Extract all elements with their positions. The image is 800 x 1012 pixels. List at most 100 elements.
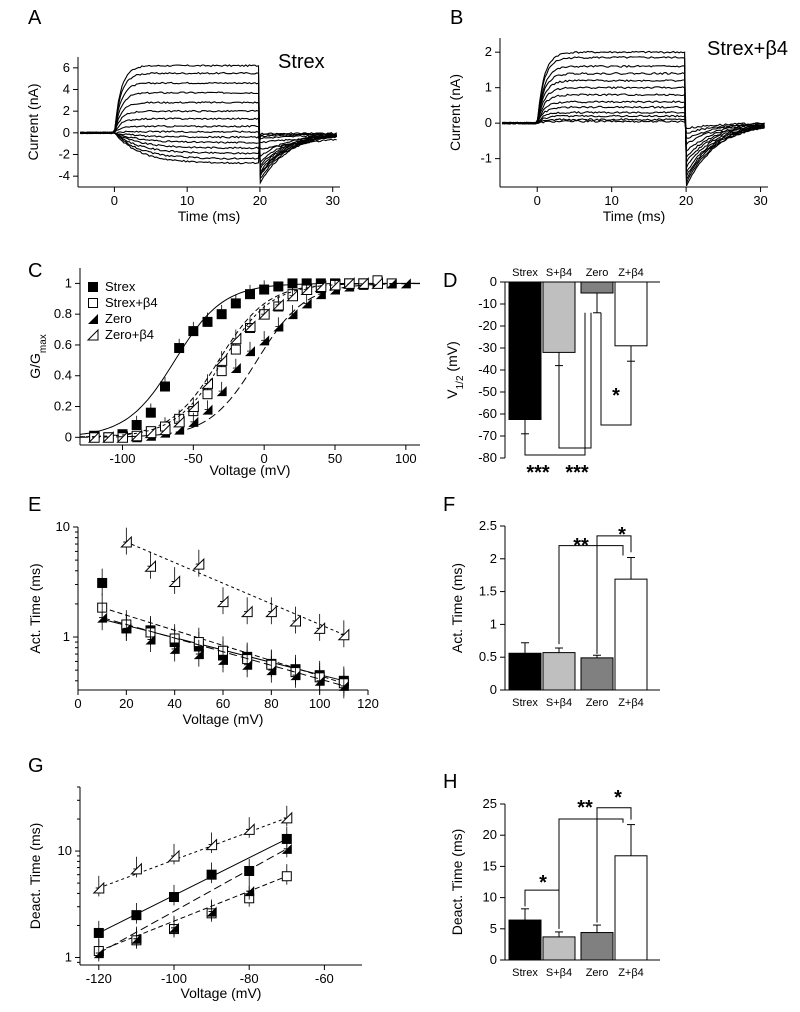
panel-c-point bbox=[357, 277, 369, 289]
panel-a-y-tick-label: 2 bbox=[63, 103, 70, 118]
panel-c-point bbox=[102, 431, 114, 443]
panel-c-x-label: Voltage (mV) bbox=[210, 462, 291, 478]
panel-c-legend-marker bbox=[86, 328, 99, 341]
panel-a-x-tick-label: 20 bbox=[253, 193, 267, 208]
panel-e-point bbox=[240, 605, 253, 618]
panel-c-point bbox=[245, 346, 255, 357]
panel-c-point bbox=[342, 277, 355, 289]
panel-b-trace bbox=[502, 119, 765, 129]
panel-h-sig-label: ** bbox=[577, 797, 593, 819]
panel-b-trace bbox=[501, 105, 765, 153]
panel-c-y-tick-label: 0.8 bbox=[54, 306, 72, 321]
panel-c-point bbox=[287, 309, 298, 320]
panel-g-point bbox=[280, 811, 293, 824]
panel-a-panel-letter: A bbox=[28, 7, 42, 29]
panel-b-trace bbox=[502, 118, 765, 134]
panel-e-point bbox=[97, 612, 108, 623]
panel-g-point bbox=[130, 862, 142, 875]
panel-e-y-tick-label: 1 bbox=[63, 629, 70, 644]
panel-h-y-tick-label: 5 bbox=[490, 921, 497, 936]
panel-g-point bbox=[131, 910, 142, 921]
panel-d-sig-bracket bbox=[524, 312, 586, 456]
panel-h-category-label: Zero bbox=[586, 967, 609, 979]
panel-h-bar-2 bbox=[580, 932, 614, 961]
panel-b-x-tick-label: 10 bbox=[604, 193, 618, 208]
panel-e-x-tick-label: 60 bbox=[216, 696, 230, 711]
panel-g-point bbox=[244, 865, 255, 876]
panel-c-legend-label: Zero+β4 bbox=[105, 327, 154, 342]
panel-c-point bbox=[160, 381, 170, 392]
panel-f-y-tick-label: 1 bbox=[490, 616, 497, 631]
panel-g-point bbox=[205, 838, 218, 851]
panel-f-category-label: Strex bbox=[512, 697, 538, 709]
panel-h-y-tick-label: 20 bbox=[483, 827, 497, 842]
panel-d-bar-2 bbox=[580, 281, 614, 294]
panel-c-point bbox=[216, 309, 227, 320]
panel-c-point bbox=[230, 363, 241, 374]
panel-e-point bbox=[168, 575, 181, 587]
panel-c-point bbox=[202, 389, 213, 400]
panel-e-x-tick-label: 0 bbox=[74, 696, 81, 711]
panel-d-category-label: Zero bbox=[586, 267, 609, 279]
panel-c-point bbox=[229, 332, 242, 345]
panel-a-trace bbox=[80, 131, 337, 155]
panel-c-point bbox=[216, 386, 227, 397]
panel-f-y-label: Act. Time (ms) bbox=[449, 563, 465, 653]
panel-g-point bbox=[242, 823, 255, 835]
panel-g-point bbox=[244, 886, 255, 897]
panel-e-point bbox=[121, 623, 132, 634]
panel-c-x-tick-label: 0 bbox=[261, 451, 268, 466]
panel-c-point bbox=[188, 416, 199, 427]
panel-c-point bbox=[187, 400, 199, 413]
panel-c-fit-2 bbox=[80, 283, 420, 438]
panel-g-y-tick-label: 10 bbox=[58, 843, 72, 858]
panel-d-panel-letter: D bbox=[443, 270, 457, 292]
panel-a-y-tick-label: -4 bbox=[58, 168, 70, 183]
panel-a-y-tick-label: 6 bbox=[63, 60, 70, 75]
panel-d-y-tick-label: -60 bbox=[478, 406, 497, 421]
panel-d-y-tick-label: -80 bbox=[478, 450, 497, 465]
panel-b-x-tick-label: 30 bbox=[753, 193, 767, 208]
panel-d-sig-label: *** bbox=[526, 462, 550, 484]
panel-h-bar-3 bbox=[614, 855, 648, 961]
panel-f-y-tick-label: 2 bbox=[490, 551, 497, 566]
panel-d-y-tick-label: -50 bbox=[478, 384, 497, 399]
panel-e-point bbox=[216, 595, 229, 608]
panel-d-sig-label: *** bbox=[565, 462, 589, 484]
panel-g-point bbox=[169, 922, 179, 933]
panel-f-sig-label: ** bbox=[573, 535, 589, 557]
panel-a-trace bbox=[80, 124, 337, 164]
panel-d-y-tick-label: -40 bbox=[478, 362, 497, 377]
panel-e-point bbox=[289, 614, 301, 627]
panel-c-point bbox=[145, 407, 156, 418]
panel-c-legend-marker bbox=[88, 314, 98, 324]
panel-b-x-label: Time (ms) bbox=[603, 208, 665, 224]
panel-d-sig-label: * bbox=[612, 385, 620, 407]
panel-g-x-tick-label: -60 bbox=[315, 971, 334, 986]
panel-a-trace bbox=[79, 81, 337, 177]
panel-a-trace bbox=[79, 91, 337, 175]
panel-e-x-tick-label: 100 bbox=[309, 696, 331, 711]
panel-g-point bbox=[93, 927, 104, 938]
panel-c-y-label: G/Gmax bbox=[27, 334, 49, 379]
panel-f-y-tick-label: 0 bbox=[490, 682, 497, 697]
panel-c-fit-3 bbox=[80, 282, 420, 438]
panel-e-point bbox=[242, 659, 253, 670]
panel-c-y-tick-label: 0.2 bbox=[54, 399, 72, 414]
panel-e-point bbox=[218, 654, 228, 665]
panel-e-x-tick-label: 120 bbox=[357, 696, 379, 711]
panel-c-point bbox=[400, 278, 411, 289]
panel-a-trace bbox=[80, 71, 337, 180]
panel-d-sig-bracket bbox=[558, 312, 592, 449]
panel-d-y-tick-label: 0 bbox=[490, 274, 497, 289]
panel-c-point bbox=[314, 280, 327, 292]
panel-h-y-tick-label: 0 bbox=[490, 952, 497, 967]
panel-e-fit-3 bbox=[126, 541, 345, 636]
panel-g-point bbox=[281, 871, 292, 882]
panel-h-category-label: S+β4 bbox=[546, 967, 572, 979]
panel-g-fit-1 bbox=[98, 875, 287, 952]
panel-g-point bbox=[92, 881, 105, 894]
panel-h-sig-bracket bbox=[596, 807, 632, 923]
panel-c-panel-letter: C bbox=[28, 260, 42, 282]
panel-e-x-label: Voltage (mV) bbox=[183, 711, 264, 727]
